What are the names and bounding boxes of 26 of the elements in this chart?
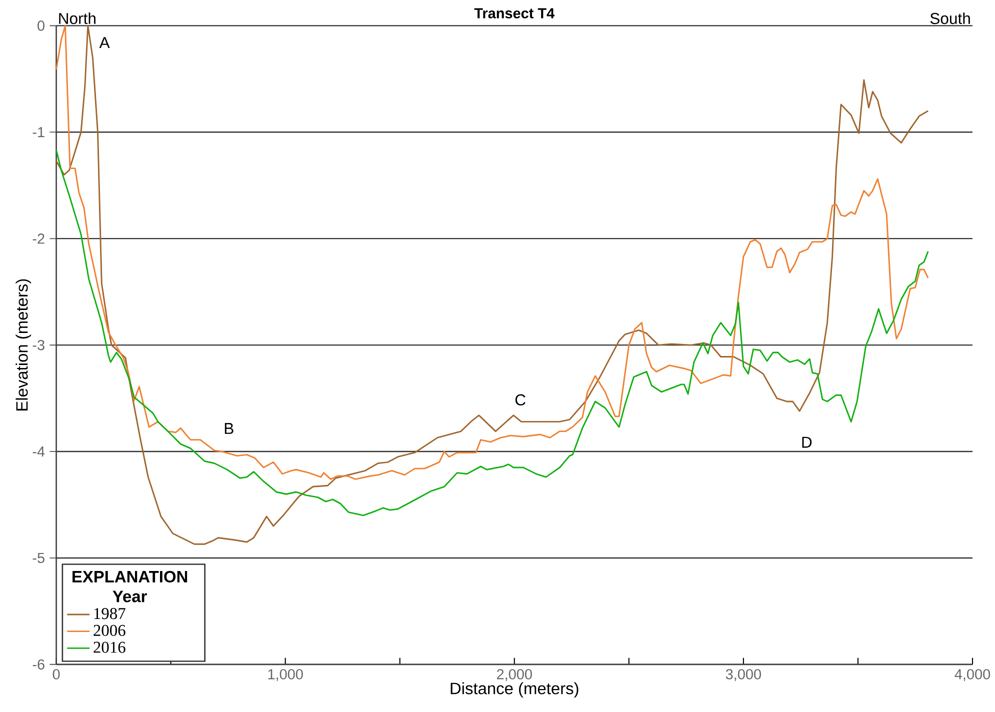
- annotation: D: [802, 436, 812, 448]
- text: South: [930, 12, 970, 24]
- x-tick-label: 1,000: [268, 669, 303, 682]
- y-tick-label: -1: [32, 127, 44, 138]
- x-tick-label: 0: [52, 669, 60, 680]
- y-tick-label: -2: [32, 234, 44, 244]
- x-axis-title: Distance (meters): [450, 682, 578, 698]
- y-tick-label: -6: [32, 659, 44, 670]
- line-series: [56, 150, 929, 516]
- text: North: [59, 12, 96, 24]
- x-tick-label: 2,000: [496, 669, 532, 682]
- legend-label: 2006: [94, 624, 126, 636]
- legend-label: 1987: [94, 608, 126, 620]
- y-tick-label: -4: [32, 446, 45, 457]
- annotation: A: [99, 37, 110, 48]
- annotation: C: [515, 394, 526, 406]
- y-tick-label: -5: [32, 553, 44, 564]
- y-tick-label: 0: [38, 20, 44, 31]
- chart-title: Transect T4: [474, 8, 555, 18]
- annotation: B: [224, 423, 234, 434]
- legend-label: 2016: [94, 642, 126, 653]
- x-tick-label: 3,000: [726, 669, 761, 682]
- x-tick-label: 4,000: [954, 669, 990, 682]
- y-tick-label: -3: [32, 340, 44, 350]
- y-axis-title: Elevation (meters): [16, 279, 32, 411]
- legend-title: EXPLANATION Year: [72, 570, 188, 602]
